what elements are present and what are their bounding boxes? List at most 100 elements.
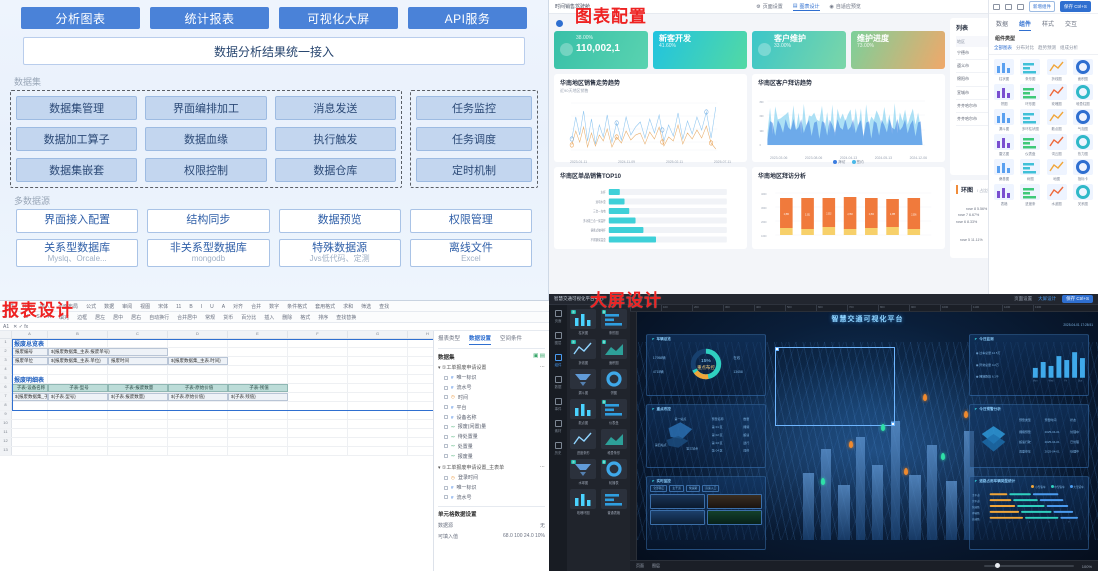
report-sheet[interactable]: ABCDEFGHIJ 1报废总览表2报废编号${报废数据集_主表.报废单号}3报…: [0, 331, 433, 571]
component-item[interactable]: 饼图: [992, 84, 1016, 106]
row-header[interactable]: 9: [0, 411, 12, 419]
camera-thumb[interactable]: [650, 510, 706, 526]
component-item[interactable]: 关系图: [1071, 184, 1095, 206]
sheet-cell[interactable]: [168, 447, 228, 455]
toolbar-item[interactable]: 审阅: [122, 304, 133, 310]
sheet-cell[interactable]: 子表-设备名称: [12, 384, 48, 392]
sheet-cell[interactable]: [408, 420, 433, 428]
column-header[interactable]: D: [168, 331, 228, 338]
camera-thumb[interactable]: [650, 493, 706, 509]
dataset-action-icons[interactable]: ▣ ▤: [533, 353, 545, 359]
arch-block-statistic-report[interactable]: 统计报表: [150, 7, 269, 29]
sheet-cell[interactable]: [288, 420, 348, 428]
component-item[interactable]: 词云图: [1045, 134, 1069, 156]
row-header[interactable]: 3: [0, 357, 12, 365]
sheet-cell[interactable]: [168, 429, 228, 437]
sheet-cell[interactable]: [288, 447, 348, 455]
row-header[interactable]: 7: [0, 393, 12, 401]
component-item[interactable]: 漏斗图: [992, 109, 1016, 131]
sheet-cell[interactable]: ${报废数据集_主表.单位}: [48, 357, 108, 365]
toolbar-item[interactable]: 查找: [379, 304, 390, 310]
sheet-cell[interactable]: [12, 411, 48, 419]
component-item[interactable]: 堆叠柱图: [1071, 84, 1095, 106]
kpi-card[interactable]: 新客开发 41.60%: [653, 31, 747, 69]
component-item[interactable]: 环形图: [1018, 84, 1042, 106]
sheet-cell[interactable]: [348, 411, 408, 419]
toolbar-item[interactable]: 数据: [104, 304, 115, 310]
component-category[interactable]: 组成分析: [1060, 45, 1078, 50]
sheet-cell[interactable]: [168, 375, 228, 383]
field-tree[interactable]: ▾ ①工单报废申请设置 ⋯ # 唯一标识 # 流水号 ◷ 时间 # 平台 # 设备名称 ∾ 报废(闲置)量…: [438, 364, 545, 502]
toolbar-item[interactable]: A: [221, 303, 226, 310]
sheet-cell[interactable]: [348, 429, 408, 437]
column-header[interactable]: H: [408, 331, 433, 338]
field-checkbox[interactable]: [444, 434, 448, 439]
toolbar-item[interactable]: 查找替换: [336, 314, 357, 321]
sheet-cell[interactable]: [108, 411, 168, 419]
camera-filter-tabs[interactable]: 全部路口 主干道 快速路 高速入口: [647, 484, 765, 493]
name-box[interactable]: A1: [3, 323, 10, 330]
kpi-card[interactable]: 维护进度 73.00%: [851, 31, 945, 69]
sheet-cell[interactable]: [48, 402, 108, 410]
toolbar-item[interactable]: 求和: [343, 304, 354, 310]
component-item[interactable]: 散点图: [1045, 109, 1069, 131]
sheet-cell[interactable]: [228, 366, 288, 374]
table-column-header[interactable]: 地区: [956, 36, 992, 47]
field-checkbox[interactable]: [444, 475, 448, 480]
toolbar-item[interactable]: 数字: [269, 304, 280, 310]
toolbar-item[interactable]: 百分比: [241, 314, 257, 321]
component-item[interactable]: 仪表盘: [1018, 134, 1042, 156]
field-item[interactable]: # 唯一标识: [438, 373, 545, 383]
sheet-cell[interactable]: [288, 357, 348, 365]
bigscreen-component-item[interactable]: 普通表格: [600, 489, 628, 515]
sheet-cell[interactable]: [408, 402, 433, 410]
field-checkbox[interactable]: [444, 424, 448, 429]
toolbar-item[interactable]: 居中: [113, 314, 124, 321]
sheet-cell[interactable]: [12, 402, 48, 410]
sheet-cell[interactable]: [168, 366, 228, 374]
toolbar-item[interactable]: S: [36, 314, 40, 320]
field-group-menu-icon[interactable]: ⋯: [540, 464, 545, 471]
sheet-cell[interactable]: [288, 339, 348, 347]
rail-item-图层[interactable]: 图层: [554, 332, 562, 345]
report-formula-bar[interactable]: A1 ✕ ✓ fx: [0, 323, 549, 331]
column-header[interactable]: E: [228, 331, 288, 338]
component-item[interactable]: 气泡图: [1071, 109, 1095, 131]
sheet-cell[interactable]: [168, 339, 228, 347]
sheet-row[interactable]: 2 报废编号 ${报废数据集_主表.报废单号}: [0, 348, 433, 357]
sheet-cell[interactable]: [408, 438, 433, 446]
card-visit-analysis[interactable]: 华南地区拜访分析 4000 3000 2000 1000 2,350 2,351 2,352…: [752, 167, 945, 249]
tab-report-type[interactable]: 报表类型: [438, 336, 461, 342]
bigscreen-canvas[interactable]: 智慧交通可视化平台 2025-04-01 17:28:51 车辆总览 15% 重…: [637, 312, 1098, 560]
toolbar-item[interactable]: 合并: [251, 304, 262, 310]
bigscreen-action-design[interactable]: 大屏设计: [1038, 296, 1057, 301]
sheet-cell[interactable]: [408, 357, 433, 365]
field-item[interactable]: ∾ 报废(闲置)量: [438, 422, 545, 432]
selection-handle[interactable]: [775, 346, 896, 427]
sheet-cell[interactable]: [228, 411, 288, 419]
component-item[interactable]: 树图: [1018, 159, 1042, 181]
arch-cell[interactable]: 消息发送: [274, 96, 396, 120]
component-item[interactable]: 面积图: [1071, 59, 1095, 81]
sheet-cell[interactable]: [288, 393, 348, 401]
setting-value[interactable]: 无: [539, 523, 545, 530]
toolbar-item[interactable]: I: [15, 314, 17, 320]
tab-style[interactable]: 样式: [1042, 22, 1055, 28]
setting-row[interactable]: 可填入值 68.0 100 24.0 10%: [438, 531, 545, 542]
arch-cell[interactable]: 任务调度: [416, 127, 532, 151]
sheet-row[interactable]: 10: [0, 420, 433, 429]
sheet-cell[interactable]: [12, 420, 48, 428]
sheet-cell[interactable]: [168, 411, 228, 419]
sheet-cell[interactable]: [12, 438, 48, 446]
sheet-cell[interactable]: [108, 447, 168, 455]
bigscreen-save-button[interactable]: 保存 Ctrl+S: [1062, 295, 1093, 303]
sheet-cell[interactable]: 子表-型号: [48, 384, 108, 392]
arch-source-cell[interactable]: 非关系型数据库 mongodb: [147, 239, 270, 267]
zoom-knob[interactable]: [994, 563, 1000, 568]
sheet-cell[interactable]: 报废总览表: [12, 339, 48, 347]
camera-thumb[interactable]: [706, 493, 763, 509]
bigscreen-component-item[interactable]: 新折线图: [570, 339, 597, 365]
camera-thumb[interactable]: [706, 510, 763, 526]
field-item[interactable]: # 流水号: [438, 383, 545, 393]
row-header[interactable]: 5: [0, 375, 12, 383]
